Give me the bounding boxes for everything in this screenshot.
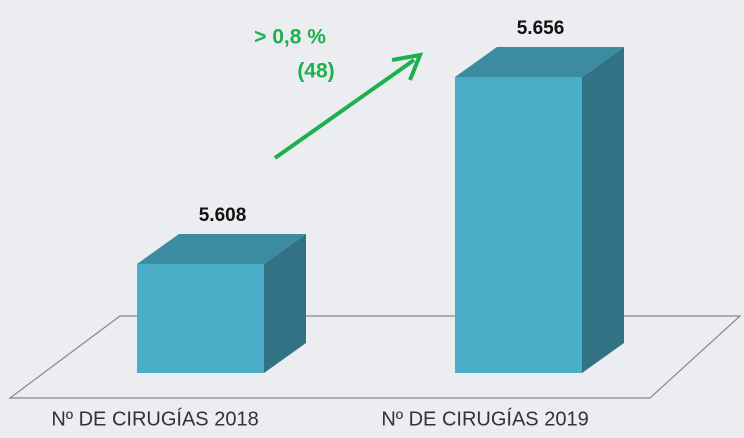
x-tick-label: Nº DE CIRUGÍAS 2018 xyxy=(51,407,258,430)
bar-side xyxy=(582,46,624,373)
bar-side xyxy=(264,233,306,373)
bar xyxy=(137,263,264,373)
annotation: (48) xyxy=(297,60,334,83)
bar xyxy=(455,76,582,373)
value-label: 5.656 xyxy=(517,18,565,39)
bar-top xyxy=(455,46,624,77)
trend-arrow xyxy=(273,58,416,160)
value-label: 5.608 xyxy=(199,205,247,226)
trend-arrowhead xyxy=(391,52,424,81)
bars xyxy=(137,46,624,373)
bar-top xyxy=(137,233,306,264)
annotation: > 0,8 % xyxy=(254,26,326,49)
x-tick-label: Nº DE CIRUGÍAS 2019 xyxy=(381,407,588,430)
floor xyxy=(8,315,742,399)
